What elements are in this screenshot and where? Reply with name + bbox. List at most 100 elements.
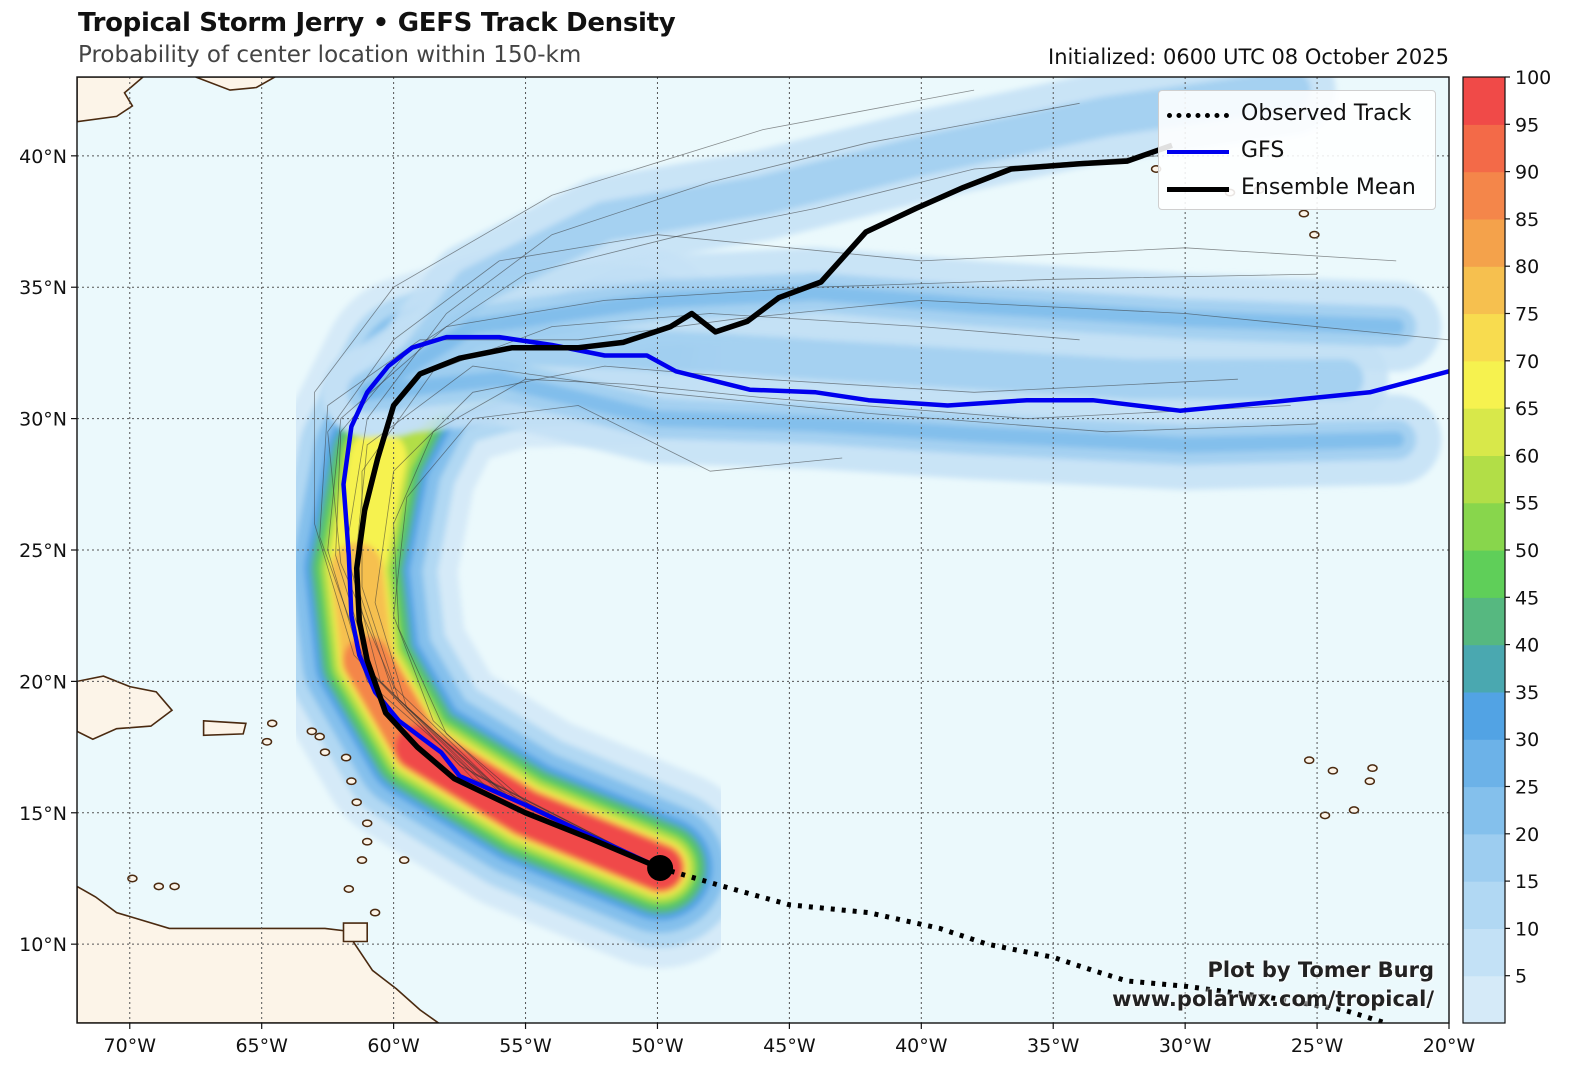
legend-label: GFS xyxy=(1241,138,1285,163)
island xyxy=(266,719,278,728)
colorbar-tick-label: 15 xyxy=(1515,871,1539,893)
axis-labels: 70°W 65°W 60°W 55°W 50°W 45°W 40°W 35°W 30°W 25°W… xyxy=(19,146,1475,1057)
island xyxy=(398,856,410,865)
init-time: Initialized: 0600 UTC 08 October 2025 xyxy=(1048,45,1449,69)
credit-url: www.polarwx.com/tropical/ xyxy=(1112,987,1434,1011)
ensemble-member-track xyxy=(393,378,1291,869)
colorbar-segment xyxy=(1463,833,1505,882)
island xyxy=(351,798,362,807)
colorbar-tick-label: 80 xyxy=(1515,256,1539,278)
colorbar-tick-label: 10 xyxy=(1515,918,1539,940)
colorbar-segment xyxy=(1463,597,1505,646)
colorbar-segment xyxy=(1463,550,1505,598)
y-tick-label: 35°N xyxy=(19,277,67,299)
colorbar-tick-label: 95 xyxy=(1515,114,1539,136)
island xyxy=(1303,756,1315,765)
colorbar-tick-label: 45 xyxy=(1515,587,1539,609)
y-tick-label: 30°N xyxy=(19,409,67,431)
colorbar-tick-label: 30 xyxy=(1515,729,1539,751)
island xyxy=(169,882,180,891)
density-fan-band xyxy=(359,371,1405,453)
colorbar: 5 10 15 20 25 30 35 40 45 50 55 60 65 70 75 80 85 90 95 100 xyxy=(1462,67,1551,1024)
colorbar-tick-label: 25 xyxy=(1515,777,1539,799)
island xyxy=(319,748,331,757)
legend-label: Observed Track xyxy=(1241,101,1412,126)
landmass xyxy=(77,885,440,1023)
island xyxy=(153,882,165,891)
colorbar-segment xyxy=(1463,975,1505,1024)
x-tick-label: 25°W xyxy=(1291,1035,1344,1057)
y-tick-label: 25°N xyxy=(19,540,67,562)
colorbar-segment xyxy=(1463,455,1505,504)
ensemble-member-track xyxy=(361,313,1080,869)
landmass xyxy=(342,922,368,943)
legend-item-gfs: GFS xyxy=(1159,136,1435,166)
credit-author: Plot by Tomer Burg xyxy=(1207,958,1435,982)
island xyxy=(361,819,373,828)
island xyxy=(261,737,273,746)
island xyxy=(127,874,138,883)
island xyxy=(1348,806,1360,815)
island xyxy=(1367,764,1378,773)
colorbar-segment xyxy=(1463,313,1505,362)
ensemble-member-track xyxy=(327,234,1397,869)
island xyxy=(306,727,318,736)
colorbar-segment xyxy=(1463,502,1505,551)
legend-item-ensemble-mean: Ensemble Mean xyxy=(1159,173,1435,203)
x-tick-label: 55°W xyxy=(499,1035,552,1057)
ensemble-member-track xyxy=(319,299,1449,869)
x-tick-label: 65°W xyxy=(235,1035,288,1057)
landmass xyxy=(195,77,277,91)
island xyxy=(356,856,368,865)
page-title: Tropical Storm Jerry • GEFS Track Densit… xyxy=(78,8,676,38)
landmass xyxy=(77,77,145,123)
colorbar-tick-label: 20 xyxy=(1515,824,1539,846)
track-layer xyxy=(341,142,1449,1023)
colorbar-tick-label: 100 xyxy=(1515,67,1551,89)
island xyxy=(1327,766,1339,775)
island xyxy=(369,908,381,917)
legend: Observed Track GFS Ensemble Mean xyxy=(1158,90,1436,210)
y-tick-label: 40°N xyxy=(19,146,67,168)
colorbar-segment xyxy=(1463,124,1505,173)
x-tick-label: 50°W xyxy=(631,1035,684,1057)
x-tick-label: 40°W xyxy=(895,1035,948,1057)
colorbar-segment xyxy=(1463,644,1505,693)
colorbar-segment xyxy=(1463,739,1505,788)
colorbar-segment xyxy=(1463,408,1505,456)
colorbar-tick-label: 35 xyxy=(1515,682,1539,704)
colorbar-segment xyxy=(1463,691,1505,740)
colorbar-tick-label: 75 xyxy=(1515,304,1539,326)
colorbar-tick-label: 55 xyxy=(1515,493,1539,515)
island xyxy=(1319,811,1331,820)
colorbar-tick-label: 60 xyxy=(1515,445,1539,467)
land-layer xyxy=(77,77,1378,1023)
colorbar-tick-label: 40 xyxy=(1515,635,1539,657)
colorbar-segment xyxy=(1463,786,1505,835)
colorbar-tick-label: 65 xyxy=(1515,398,1539,420)
ensemble-member-track xyxy=(393,405,843,869)
ensemble-member-track xyxy=(314,89,975,869)
x-tick-label: 70°W xyxy=(104,1035,157,1057)
colorbar-segment xyxy=(1463,881,1505,929)
y-tick-label: 15°N xyxy=(19,803,67,825)
observed-track-line xyxy=(659,865,1387,1023)
page-subtitle: Probability of center location within 15… xyxy=(78,42,582,68)
island xyxy=(1364,777,1376,786)
current-position-marker xyxy=(647,854,674,881)
legend-item-observed: Observed Track xyxy=(1159,99,1435,129)
colorbar-tick-label: 5 xyxy=(1515,966,1527,988)
colorbar-segment xyxy=(1463,171,1505,220)
island xyxy=(340,753,352,762)
colorbar-segment xyxy=(1463,928,1505,977)
colorbar-tick-label: 70 xyxy=(1515,351,1539,373)
colorbar-tick-label: 90 xyxy=(1515,162,1539,184)
colorbar-segment xyxy=(1463,218,1505,267)
gridlines xyxy=(77,77,1449,1023)
x-tick-label: 35°W xyxy=(1027,1035,1080,1057)
island xyxy=(314,732,325,741)
x-tick-label: 45°W xyxy=(763,1035,816,1057)
y-tick-label: 10°N xyxy=(19,934,67,956)
landmass xyxy=(77,675,174,741)
colorbar-tick-label: 50 xyxy=(1515,540,1539,562)
